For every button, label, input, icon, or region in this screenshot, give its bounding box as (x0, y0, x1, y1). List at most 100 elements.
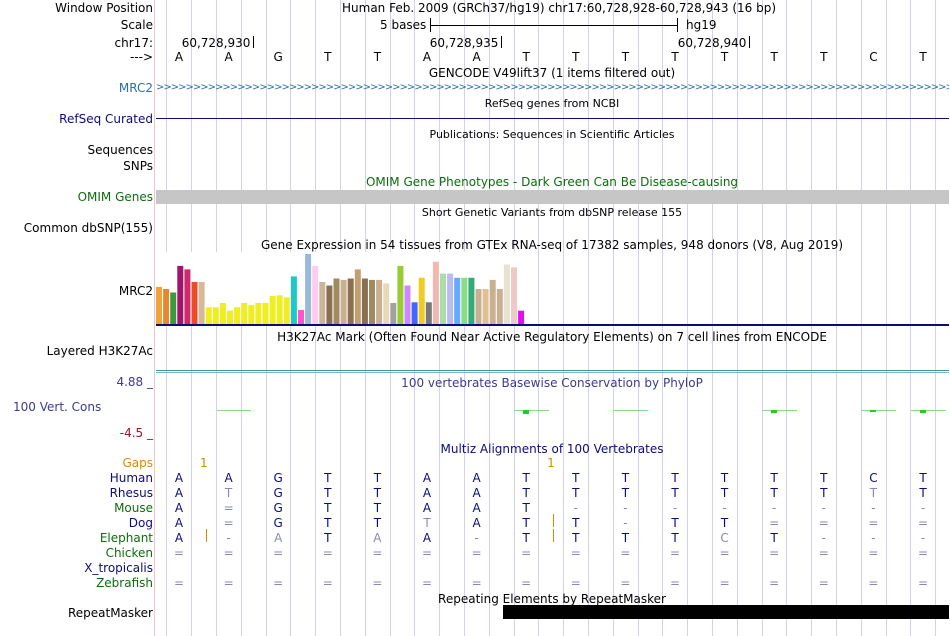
sequences-label[interactable]: Sequences (87, 143, 153, 157)
gtex-tissue-bar[interactable] (219, 303, 226, 324)
gtex-tissue-bar[interactable] (404, 285, 411, 325)
dbsnp-track-label[interactable]: Common dbSNP(155) (23, 221, 153, 235)
gtex-tissue-bar[interactable] (312, 265, 319, 324)
aligned-base: T (770, 531, 778, 545)
omim-gene-feature[interactable] (156, 190, 949, 204)
gtex-tissue-bar[interactable] (177, 265, 184, 324)
gencode-track-label[interactable]: MRC2 (118, 81, 153, 95)
gtex-tissue-bar[interactable] (390, 303, 397, 324)
grid-line (836, 0, 837, 636)
gtex-tissue-bar[interactable] (376, 279, 383, 324)
position-tick (253, 36, 255, 48)
base-letter: T (820, 50, 828, 64)
gtex-tissue-bar[interactable] (411, 302, 418, 324)
species-label[interactable]: Mouse (114, 501, 153, 515)
aligned-base: T (621, 471, 630, 485)
gtex-tissue-bar[interactable] (447, 273, 454, 324)
species-label[interactable]: Human (109, 471, 153, 485)
gtex-tissue-bar[interactable] (440, 273, 446, 324)
gtex-tissue-bar[interactable] (397, 265, 404, 324)
aligned-base: = (570, 546, 581, 560)
h3k27ac-track-label[interactable]: Layered H3K27Ac (46, 344, 153, 358)
gtex-tissue-bar[interactable] (212, 307, 219, 324)
grid-line (762, 0, 763, 636)
gtex-tissue-bar[interactable] (489, 279, 496, 324)
species-label[interactable]: X_tropicalis (84, 561, 153, 575)
gtex-tissue-bar[interactable] (319, 282, 326, 324)
gtex-tissue-bar[interactable] (333, 278, 340, 325)
gtex-tissue-bar[interactable] (361, 278, 368, 325)
gtex-tissue-bar[interactable] (248, 305, 255, 324)
gtex-tissue-bar[interactable] (156, 286, 162, 324)
gtex-tissue-bar[interactable] (198, 282, 205, 324)
gtex-tissue-bar[interactable] (354, 269, 361, 324)
gtex-tissue-bar[interactable] (475, 289, 482, 324)
gtex-tissue-bar[interactable] (425, 302, 432, 324)
gtex-tissue-bar[interactable] (234, 307, 241, 324)
gtex-tissue-bar[interactable] (170, 292, 177, 325)
grid-line (538, 0, 539, 636)
aligned-base: T (224, 486, 233, 500)
gtex-tissue-bar[interactable] (205, 307, 212, 324)
aligned-base: - (772, 501, 777, 515)
phylop-bar (870, 410, 877, 412)
gtex-tissue-bar[interactable] (184, 269, 191, 324)
gtex-tissue-bar[interactable] (340, 279, 347, 324)
gtex-tissue-bar[interactable] (227, 310, 233, 324)
species-label[interactable]: Zebrafish (96, 576, 153, 590)
gtex-tissue-bar[interactable] (347, 278, 354, 325)
phylop-max-label: 4.88 _ (116, 375, 153, 389)
gtex-tissue-bar[interactable] (503, 264, 510, 325)
gtex-tissue-bar[interactable] (262, 303, 269, 324)
gtex-tissue-bar[interactable] (305, 254, 312, 324)
aligned-base: = (818, 516, 829, 530)
aligned-base: = (471, 576, 482, 590)
species-label[interactable]: Elephant (99, 531, 153, 545)
gtex-tissue-bar[interactable] (461, 277, 468, 324)
gtex-tissue-bar[interactable] (290, 276, 297, 324)
repeatmasker-track-label[interactable]: RepeatMasker (67, 606, 153, 620)
chrom-label: chr17: (114, 36, 153, 50)
gtex-gene-bar[interactable] (156, 324, 949, 326)
aligned-base: = (818, 576, 829, 590)
gtex-tissue-bar[interactable] (518, 310, 525, 324)
refseq-track-label[interactable]: RefSeq Curated (59, 112, 153, 126)
gtex-tissue-bar[interactable] (298, 310, 304, 324)
species-label[interactable]: Dog (128, 516, 153, 530)
gtex-tissue-bar[interactable] (496, 289, 503, 324)
gtex-tissue-bar[interactable] (241, 303, 248, 324)
gtex-tissue-bar[interactable] (163, 289, 170, 324)
gtex-tissue-bar[interactable] (191, 282, 198, 324)
grid-line (910, 0, 911, 636)
omim-track-label[interactable]: OMIM Genes (77, 190, 153, 204)
gtex-tissue-bar[interactable] (326, 285, 333, 325)
species-label[interactable]: Rhesus (109, 486, 153, 500)
window-position-value[interactable]: Human Feb. 2009 (GRCh37/hg19) chr17:60,7… (342, 1, 777, 15)
gtex-tissue-bar[interactable] (269, 296, 276, 324)
repeat-element-feature[interactable] (503, 605, 949, 619)
gtex-tissue-bar[interactable] (255, 303, 262, 324)
gtex-bar-area[interactable] (156, 252, 536, 324)
gtex-tissue-bar[interactable] (418, 277, 425, 324)
gtex-track-label[interactable]: MRC2 (118, 284, 153, 298)
aligned-base: = (669, 576, 681, 590)
gtex-tissue-bar[interactable] (383, 283, 390, 324)
species-label[interactable]: Chicken (105, 546, 153, 560)
aligned-base: T (770, 471, 778, 485)
gencode-gene-feature[interactable]: >>>>>>>>>>>>>>>>>>>>>>>>>>>>>>>>>>>>>>>>… (156, 82, 949, 93)
gtex-tissue-bar[interactable] (432, 261, 439, 324)
gtex-tissue-bar[interactable] (276, 295, 283, 324)
gtex-tissue-bar[interactable] (511, 267, 517, 324)
gencode-track-title: GENCODE V49lift37 (1 items filtered out) (428, 66, 676, 80)
gtex-tissue-bar[interactable] (369, 279, 375, 324)
gtex-tissue-bar[interactable] (482, 289, 489, 324)
aligned-base: = (322, 576, 333, 590)
phylop-track-label[interactable]: 100 Vert. Cons (13, 400, 102, 414)
gtex-tissue-bar[interactable] (283, 297, 290, 324)
snps-label[interactable]: SNPs (123, 159, 153, 173)
gtex-tissue-bar[interactable] (454, 277, 461, 324)
refseq-gene-feature[interactable] (156, 118, 949, 119)
gtex-tissue-bar[interactable] (468, 277, 475, 324)
aligned-base: A (174, 471, 184, 485)
aligned-base: = (223, 501, 234, 515)
